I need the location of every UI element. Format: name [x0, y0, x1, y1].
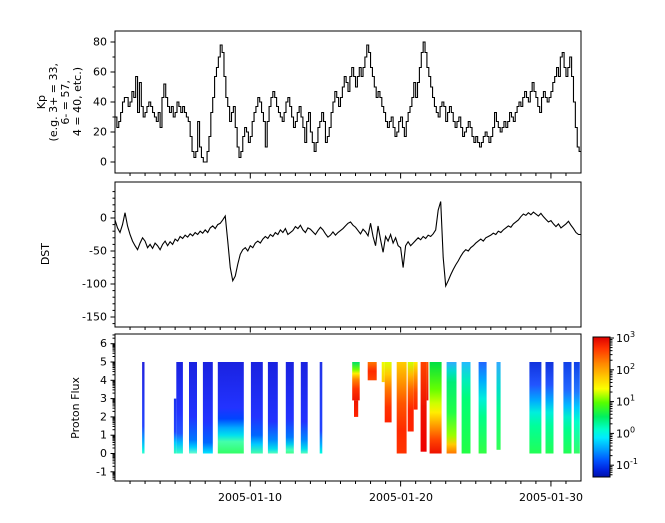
colorbar-tick-label: 102 — [616, 362, 635, 377]
colorbar-tick-label: 10-1 — [616, 457, 638, 472]
proton-flux-stripe — [461, 362, 471, 454]
kp-axis-label-line4: 4 = 40, etc.) — [71, 67, 84, 137]
proton-flux-stripe — [496, 362, 501, 450]
y-tick-label: -150 — [82, 311, 107, 324]
x-tick-label-2005-01-30: 2005-01-30 — [519, 491, 583, 504]
y-tick-label: -100 — [82, 278, 107, 291]
proton-flux-stripe — [173, 398, 177, 454]
y-tick-label: 2 — [100, 410, 107, 423]
y-tick-label: 6 — [100, 337, 107, 350]
proton-flux-stripe — [250, 362, 263, 454]
proton-flux-stripe — [142, 362, 145, 454]
proton-flux-stripe — [446, 362, 457, 454]
y-tick-label: -1 — [96, 465, 107, 478]
proton-flux-stripe — [354, 400, 359, 417]
proton-flux-axis-label: Proton Flux — [69, 376, 82, 439]
y-tick-label: -50 — [89, 245, 107, 258]
y-tick-label: 0 — [100, 447, 107, 460]
colorbar — [592, 336, 611, 478]
proton-flux-stripe — [285, 362, 294, 454]
y-tick-label: 3 — [100, 392, 107, 405]
proton-flux-stripe — [545, 362, 554, 454]
proton-flux-stripe — [367, 362, 377, 381]
dst-axis-label: DST — [39, 243, 52, 266]
colorbar-tick-label: 103 — [616, 330, 635, 345]
panel-frame — [114, 333, 582, 482]
colorbar-tick-label: 100 — [616, 425, 635, 440]
proton-flux-stripe — [384, 362, 392, 423]
proton-flux-stripe — [429, 362, 442, 454]
proton-flux-stripe — [267, 362, 278, 454]
proton-flux-stripe — [176, 362, 183, 454]
colorbar-tick-label: 101 — [616, 394, 635, 409]
proton-flux-stripe — [413, 362, 418, 410]
y-tick-label: 60 — [93, 66, 107, 79]
y-tick-label: 0 — [100, 212, 107, 225]
panel-frame — [114, 30, 582, 174]
proton-flux-stripe — [300, 362, 308, 454]
y-tick-label: 80 — [93, 36, 107, 49]
proton-flux-stripe — [381, 362, 385, 383]
y-tick-label: 20 — [93, 126, 107, 139]
y-tick-label: 4 — [100, 374, 107, 387]
proton-flux-stripe — [573, 362, 580, 454]
proton-flux-stripe — [407, 362, 414, 432]
proton-flux-stripe — [319, 362, 323, 454]
proton-flux-stripe — [478, 362, 487, 454]
y-tick-label: 40 — [93, 96, 107, 109]
proton-flux-stripe — [217, 362, 244, 454]
y-tick-label: 1 — [100, 429, 107, 442]
y-tick-label: 5 — [100, 356, 107, 369]
proton-flux-stripe — [189, 362, 197, 454]
y-tick-label: 0 — [100, 156, 107, 169]
x-tick-label-2005-01-10: 2005-01-10 — [218, 491, 282, 504]
x-tick-label-2005-01-20: 2005-01-20 — [369, 491, 433, 504]
proton-flux-stripe — [529, 362, 542, 454]
proton-flux-stripe — [426, 362, 429, 401]
kp-series-line — [115, 41, 581, 163]
proton-flux-stripe — [352, 362, 360, 401]
dst-series-line — [114, 201, 581, 289]
proton-flux-stripe — [563, 362, 572, 454]
proton-flux-stripe — [420, 362, 427, 452]
proton-flux-stripe — [202, 362, 213, 454]
panel-frame — [114, 181, 582, 328]
kp-axis-label: Kp (e.g. 3+ = 33, 6- = 57, 4 = 40, etc.) — [33, 31, 87, 173]
proton-flux-stripe — [396, 362, 407, 454]
